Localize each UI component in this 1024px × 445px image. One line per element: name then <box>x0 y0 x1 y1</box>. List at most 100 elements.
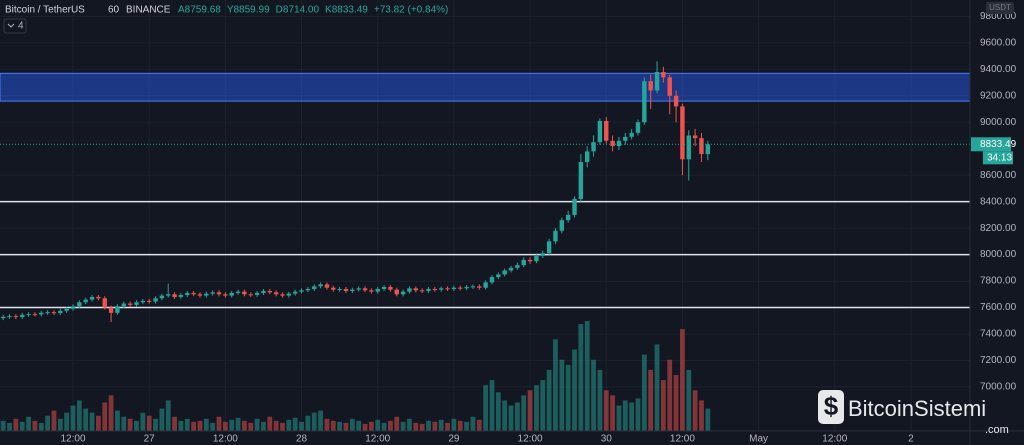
volume-bar <box>191 421 197 431</box>
candle-body <box>616 140 622 147</box>
y-tick-label: 8000.00 <box>980 249 1017 260</box>
candle-body <box>654 71 660 91</box>
volume-bar <box>508 405 514 431</box>
volume-bar <box>159 408 165 431</box>
candle-body <box>705 144 711 155</box>
candle-body <box>629 132 634 137</box>
candle-body <box>604 120 609 141</box>
candle-body <box>553 230 558 242</box>
y-tick-label: 7200.00 <box>980 355 1017 366</box>
candle-body <box>292 291 298 294</box>
volume-bar <box>229 419 235 431</box>
volume-bar <box>83 408 89 431</box>
indicator-count: 4 <box>18 21 24 32</box>
candle-body <box>464 287 469 289</box>
candle-body <box>381 287 387 290</box>
candle-body <box>394 289 399 295</box>
volume-bar <box>7 422 12 431</box>
ohlc-value: A8759.68 <box>178 5 221 16</box>
candle-body <box>115 306 120 313</box>
volume-bar <box>45 415 51 431</box>
symbol: Bitcoin / TetherUS <box>5 5 85 16</box>
volume-bar <box>184 418 190 431</box>
candle-body <box>102 298 107 308</box>
volume-bar <box>445 422 450 431</box>
volume-bar <box>616 405 622 431</box>
candle-body <box>185 292 190 295</box>
indicator-badge[interactable] <box>3 18 27 34</box>
y-tick-label: 8600.00 <box>980 170 1017 181</box>
volume-bar <box>349 418 355 431</box>
volume-bar <box>216 416 222 431</box>
candle-body <box>159 295 165 299</box>
volume-bar <box>597 369 603 431</box>
volume-bar <box>521 395 527 431</box>
candle-body <box>483 282 488 288</box>
ohlc-legend: A8759.68 Y8859.99 D8714.00 K8833.49 +73.82 (… <box>178 5 448 16</box>
volume-bar <box>673 374 679 431</box>
candle-body <box>591 142 596 152</box>
volume-bar <box>413 422 419 431</box>
candle-body <box>96 296 101 299</box>
volume-bar <box>622 400 628 431</box>
candle-body <box>229 292 234 296</box>
volume-bar <box>584 321 590 431</box>
volume-bar <box>686 369 692 431</box>
watermark: $ BitcoinSistemi .com <box>818 390 1009 436</box>
x-tick-label: 28 <box>296 434 308 445</box>
candle-body <box>32 314 38 316</box>
candle-body <box>515 265 520 268</box>
watermark-logo <box>818 390 844 424</box>
candle-body <box>699 138 704 155</box>
candle-body <box>680 106 685 160</box>
volume-bar <box>572 349 577 431</box>
volume-bar <box>419 423 425 431</box>
x-tick-label: 29 <box>448 434 460 445</box>
candle-body <box>572 199 577 215</box>
volume-bar <box>451 418 457 431</box>
volume-bar <box>540 380 546 431</box>
countdown-badge <box>983 151 1013 165</box>
volume-bar <box>324 418 330 431</box>
volume-bar <box>407 418 412 431</box>
volume-bar <box>432 421 438 431</box>
volume-bar <box>146 415 152 431</box>
volume-bar <box>368 421 374 431</box>
candle-body <box>597 120 603 143</box>
x-tick-label: 12:00 <box>213 434 238 445</box>
candle-body <box>324 284 330 288</box>
candle-body <box>350 289 355 291</box>
volume-bar <box>680 329 685 431</box>
y-tick-label: 9400.00 <box>980 64 1017 75</box>
volume-bar <box>330 420 336 431</box>
candle-body <box>191 292 196 295</box>
volume-bar <box>559 359 565 431</box>
candle-body <box>210 292 215 294</box>
candle-body <box>305 289 311 291</box>
volume-bar <box>19 421 25 431</box>
candle-body <box>39 312 44 315</box>
candle-body <box>26 314 31 316</box>
volume-bar <box>292 417 298 431</box>
candle-body <box>426 289 431 291</box>
candle-body <box>312 286 317 290</box>
volume-bar <box>318 410 323 431</box>
volume-bar <box>470 416 476 431</box>
candle-body <box>51 312 57 314</box>
volume-bar <box>495 392 501 431</box>
volume-bar <box>400 421 406 431</box>
volume-bar <box>172 416 177 431</box>
y-tick-label: 8400.00 <box>980 196 1017 207</box>
candle-body <box>267 290 272 293</box>
candle-body <box>369 290 374 292</box>
volume-bar <box>591 359 596 431</box>
candle-body <box>146 300 152 302</box>
volume-bar <box>337 421 343 431</box>
y-tick-label: 7400.00 <box>980 329 1017 340</box>
candle-body <box>413 288 419 291</box>
volume-bar <box>502 400 508 431</box>
volume-bar <box>489 380 495 431</box>
volume-bar <box>64 412 70 431</box>
volume-bar <box>102 402 108 431</box>
